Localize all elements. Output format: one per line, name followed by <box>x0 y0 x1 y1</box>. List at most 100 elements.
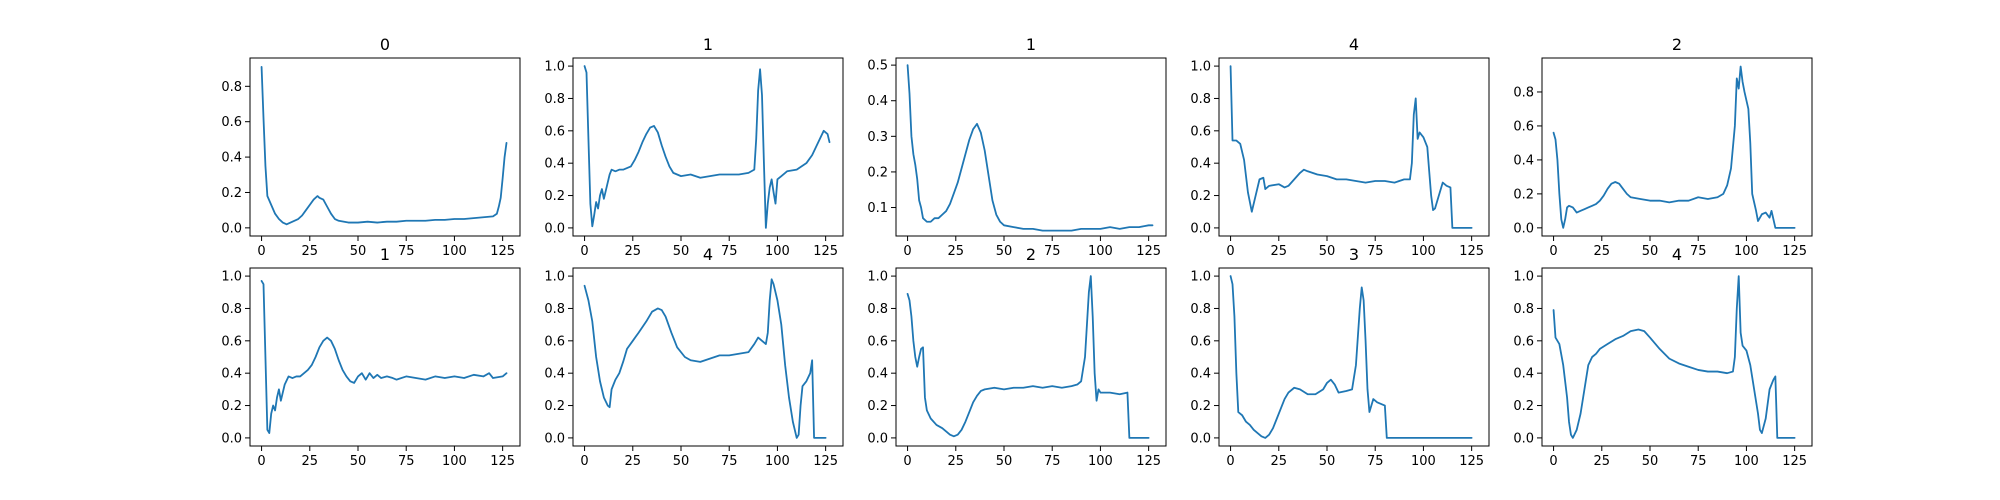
series-line <box>906 275 1150 439</box>
x-tick-label: 125 <box>1459 454 1484 469</box>
subplot-title: 3 <box>1349 245 1359 264</box>
y-tick-label: 0.4 <box>221 151 242 166</box>
x-tick-label: 50 <box>673 244 690 259</box>
y-tick-label: 0.2 <box>544 399 565 414</box>
y-tick-label: 0.3 <box>867 130 888 145</box>
y-tick-label: 1.0 <box>221 270 242 285</box>
y-tick-label: 0.2 <box>1190 399 1211 414</box>
x-tick-label: 125 <box>490 244 515 259</box>
y-tick-label: 0.6 <box>1190 124 1211 139</box>
x-tick-label: 0 <box>1549 454 1557 469</box>
x-tick-label: 75 <box>1690 244 1707 259</box>
subplot-6: 1 0 25 50 75 100 125 0.0 0.2 0.4 0.6 0.8 1.0 <box>221 245 521 469</box>
axes-frame <box>572 57 844 237</box>
x-tick-label: 0 <box>903 244 911 259</box>
subplot-title: 4 <box>1349 35 1359 54</box>
axes-frame <box>895 57 1167 237</box>
y-tick-label: 0.2 <box>1190 189 1211 204</box>
x-tick-label: 0 <box>580 244 588 259</box>
y-tick-label: 0.4 <box>1513 153 1534 168</box>
axes-frame <box>572 267 844 447</box>
y-tick-label: 0.6 <box>867 334 888 349</box>
subplot-8: 2 0 25 50 75 100 125 0.0 0.2 0.4 0.6 0.8 1.0 <box>867 245 1167 469</box>
y-tick-label: 0.2 <box>221 186 242 201</box>
y-tick-label: 0.6 <box>1190 334 1211 349</box>
axes-frame <box>895 267 1167 447</box>
y-tick-label: 0.0 <box>1190 221 1211 236</box>
y-tick-label: 0.0 <box>221 221 242 236</box>
x-tick-label: 125 <box>1782 454 1807 469</box>
y-tick-label: 0.2 <box>544 189 565 204</box>
subplot-title: 2 <box>1026 245 1036 264</box>
axes-frame <box>249 267 521 447</box>
y-tick-label: 0.8 <box>1190 302 1211 317</box>
x-tick-label: 125 <box>1136 244 1161 259</box>
x-tick-label: 0 <box>257 454 265 469</box>
x-tick-label: 75 <box>721 454 738 469</box>
x-tick-label: 75 <box>721 244 738 259</box>
subplot-10: 4 0 25 50 75 100 125 0.0 0.2 0.4 0.6 0.8 1.0 <box>1513 245 1813 469</box>
x-tick-label: 0 <box>1226 454 1234 469</box>
subplot-1: 0 0 25 50 75 100 125 0.0 0.2 0.4 0.6 0.8 <box>221 35 521 259</box>
x-tick-label: 50 <box>996 454 1013 469</box>
y-tick-label: 1.0 <box>1190 270 1211 285</box>
y-tick-label: 0.6 <box>544 334 565 349</box>
x-tick-label: 75 <box>1044 454 1061 469</box>
y-tick-label: 0.0 <box>1513 431 1534 446</box>
x-tick-label: 100 <box>442 244 467 259</box>
y-tick-label: 0.8 <box>221 302 242 317</box>
y-tick-label: 0.6 <box>221 334 242 349</box>
subplot-title: 4 <box>703 245 713 264</box>
x-tick-label: 100 <box>765 244 790 259</box>
x-tick-label: 125 <box>490 454 515 469</box>
subplot-3: 1 0 25 50 75 100 125 0.1 0.2 0.3 0.4 0.5 <box>867 35 1167 259</box>
y-tick-label: 0.6 <box>1513 334 1534 349</box>
x-tick-label: 25 <box>948 454 965 469</box>
y-tick-label: 0.2 <box>221 399 242 414</box>
subplot-title: 2 <box>1672 35 1682 54</box>
x-tick-label: 100 <box>442 454 467 469</box>
y-tick-label: 0.4 <box>221 367 242 382</box>
y-tick-label: 1.0 <box>544 60 565 75</box>
y-tick-label: 0.6 <box>1513 119 1534 134</box>
x-tick-label: 125 <box>1459 244 1484 259</box>
y-tick-label: 0.8 <box>544 302 565 317</box>
x-tick-label: 0 <box>580 454 588 469</box>
y-tick-label: 0.5 <box>867 59 888 74</box>
x-tick-label: 25 <box>625 244 642 259</box>
subplot-7: 4 0 25 50 75 100 125 0.0 0.2 0.4 0.6 0.8 1.0 <box>544 245 844 469</box>
x-tick-label: 25 <box>302 454 319 469</box>
x-tick-label: 75 <box>398 454 415 469</box>
y-tick-label: 1.0 <box>544 270 565 285</box>
x-tick-label: 100 <box>1411 244 1436 259</box>
x-tick-label: 25 <box>302 244 319 259</box>
x-tick-label: 75 <box>1367 244 1384 259</box>
y-tick-label: 0.2 <box>867 399 888 414</box>
y-tick-label: 0.8 <box>1513 302 1534 317</box>
x-tick-label: 50 <box>1319 454 1336 469</box>
y-tick-label: 0.8 <box>867 302 888 317</box>
y-tick-label: 0.8 <box>1190 92 1211 107</box>
x-tick-label: 100 <box>1088 454 1113 469</box>
series-line <box>1552 275 1796 439</box>
axes-frame <box>1541 267 1813 447</box>
y-tick-label: 0.4 <box>544 157 565 172</box>
y-tick-label: 0.2 <box>1513 187 1534 202</box>
subplot-title: 1 <box>380 245 390 264</box>
y-tick-label: 0.8 <box>221 80 242 95</box>
y-tick-label: 0.6 <box>221 115 242 130</box>
axes-frame <box>249 57 521 237</box>
x-tick-label: 0 <box>257 244 265 259</box>
x-tick-label: 75 <box>1367 454 1384 469</box>
axes-frame <box>1218 57 1490 237</box>
x-tick-label: 25 <box>1271 244 1288 259</box>
x-tick-label: 0 <box>1549 244 1557 259</box>
x-tick-label: 100 <box>1734 454 1759 469</box>
x-tick-label: 50 <box>1319 244 1336 259</box>
series-line <box>583 278 827 439</box>
subplot-title: 1 <box>703 35 713 54</box>
y-tick-label: 1.0 <box>1190 60 1211 75</box>
axes-frame <box>1541 57 1813 237</box>
y-tick-label: 0.0 <box>544 431 565 446</box>
x-tick-label: 75 <box>398 244 415 259</box>
